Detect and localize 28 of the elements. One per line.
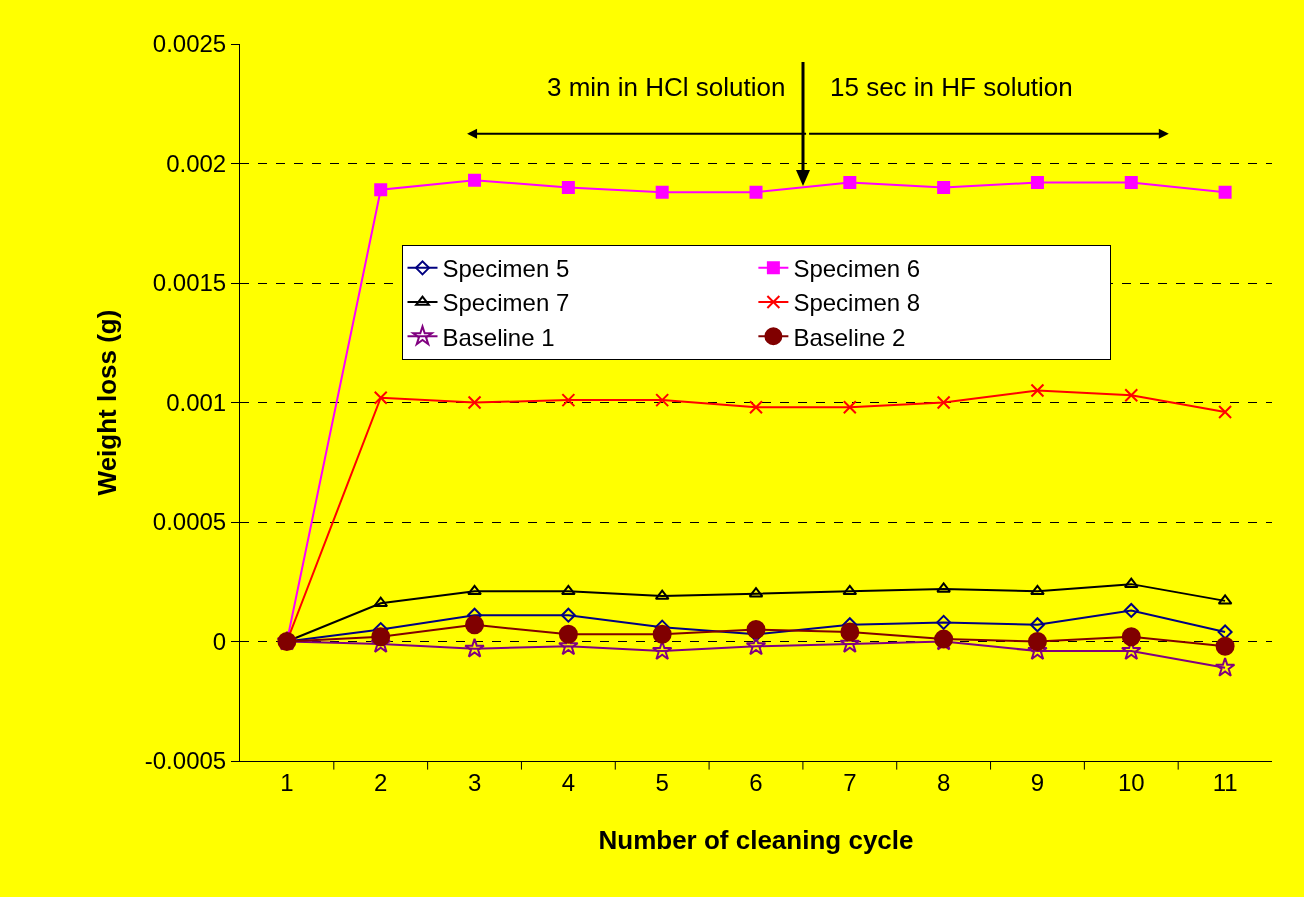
y-axis-title: Weight loss (g) <box>92 309 123 496</box>
x-tick-label: 4 <box>561 768 576 796</box>
legend-label: Baseline 1 <box>442 323 555 351</box>
x-tick-label: 6 <box>749 768 763 796</box>
x-tick-label: 7 <box>843 768 857 796</box>
annotation: 3 min in HCl solution <box>547 72 786 102</box>
x-tick-label: 8 <box>936 768 951 796</box>
y-tick-label: 0 <box>212 627 227 655</box>
x-tick-label: 3 <box>467 768 482 796</box>
y-tick-label: 0.001 <box>166 388 227 416</box>
legend-label: Specimen 8 <box>793 289 921 317</box>
legend-label: Specimen 5 <box>442 255 570 283</box>
y-tick-label: 0.0015 <box>152 269 227 297</box>
x-tick-label: 5 <box>655 768 669 796</box>
y-tick-label: 0.0005 <box>152 508 227 536</box>
x-tick-label: 2 <box>374 768 388 796</box>
annotation: 15 sec in HF solution <box>830 72 1073 102</box>
x-tick-label: 9 <box>1030 768 1045 796</box>
y-tick-label: 0.0025 <box>152 30 227 58</box>
legend-label: Specimen 6 <box>793 255 921 283</box>
x-tick-label: 11 <box>1212 768 1238 796</box>
y-tick-label: 0.002 <box>166 149 227 177</box>
x-axis-title: Number of cleaning cycle <box>598 825 914 855</box>
legend-label: Specimen 7 <box>442 289 570 317</box>
x-tick-label: 10 <box>1117 768 1145 796</box>
y-tick-label: -0.0005 <box>144 747 227 775</box>
x-tick-label: 1 <box>280 768 294 796</box>
legend-label: Baseline 2 <box>793 323 906 351</box>
